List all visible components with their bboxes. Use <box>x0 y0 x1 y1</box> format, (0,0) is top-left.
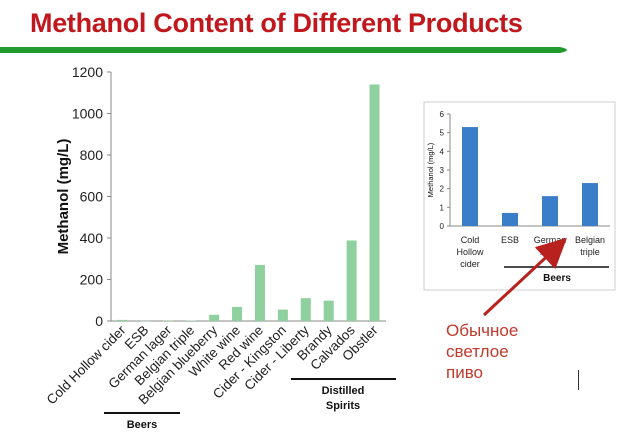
x-tick-label: ESB <box>122 323 152 353</box>
bar-cold-hollow-cider <box>117 319 128 321</box>
inset-bar-cold-hollow-cider <box>462 127 478 226</box>
inset-x-tick-label: ESB <box>501 235 519 245</box>
x-tick-label: Calvados <box>307 322 358 373</box>
group-label-spirits-1: Distilled <box>322 385 365 397</box>
x-tick-label: White wine <box>186 323 243 380</box>
inset-x-tick-label: Belgian <box>575 235 605 245</box>
arrow-line <box>482 237 567 317</box>
annotation-line-3: пиво <box>446 363 483 382</box>
bar-calvados <box>346 240 357 321</box>
inset-y-tick-label: 6 <box>440 110 445 119</box>
y-axis-title: Methanol (mg/L) <box>55 139 72 255</box>
x-tick-label: Obstler <box>339 322 381 364</box>
y-tick-label: 0 <box>95 313 103 329</box>
annotation-line-1: Обычное <box>446 321 519 340</box>
y-tick-label: 800 <box>80 147 104 163</box>
x-tick-label: Red wine <box>216 323 266 373</box>
inset-y-tick-label: 5 <box>440 129 445 138</box>
inset-bar-belgian-triple <box>582 183 598 226</box>
title-underline <box>0 47 567 53</box>
x-tick-label: Cider - Liberty <box>241 322 312 393</box>
x-tick-label: Belgian blueberry <box>135 322 220 407</box>
inset-frame <box>423 101 616 291</box>
inset-y-tick-label: 2 <box>440 185 445 194</box>
inset-y-tick-label: 4 <box>440 147 445 156</box>
bar-esb <box>140 320 151 322</box>
inset-y-tick-label: 0 <box>440 222 445 231</box>
inset-bar-german-lager <box>542 196 558 226</box>
inset-x-tick-label: German <box>534 235 567 245</box>
x-tick-label: Cider - Kingston <box>210 323 289 402</box>
slide-title: Methanol Content of Different Products <box>30 8 523 38</box>
bar-cider-kingston <box>277 309 288 321</box>
inset-y-tick-label: 3 <box>440 166 445 175</box>
annotation-text: Обычное светлое пиво <box>446 320 518 383</box>
x-tick-label: Brandy <box>294 322 335 363</box>
bar-white-wine <box>232 306 243 321</box>
inset-bar-esb <box>502 212 518 226</box>
inset-y-axis-title: Methanol (mg/L) <box>426 142 435 197</box>
text-cursor <box>578 370 579 390</box>
inset-x-tick-label: triple <box>580 247 600 257</box>
bar-obstler <box>369 84 380 321</box>
group-label-beers: Beers <box>127 419 158 431</box>
y-tick-label: 1200 <box>72 64 103 80</box>
inset-x-tick-label: Hollow <box>456 247 484 257</box>
group-label-spirits-2: Spirits <box>326 400 360 412</box>
bar-red-wine <box>254 264 265 321</box>
bar-belgian-triple <box>186 320 197 322</box>
y-tick-label: 400 <box>80 230 104 246</box>
y-tick-label: 200 <box>80 272 104 288</box>
annotation-line-2: светлое <box>446 342 509 361</box>
x-tick-label: Belgian triple <box>132 323 198 389</box>
x-tick-label: German lager <box>105 322 174 391</box>
inset-x-tick-label: cider <box>460 259 480 269</box>
y-tick-label: 1000 <box>72 106 103 122</box>
inset-x-tick-label: Cold <box>461 235 480 245</box>
bar-brandy <box>323 300 334 321</box>
inset-y-tick-label: 1 <box>440 203 445 212</box>
inset-x-tick-label: lager <box>540 247 560 257</box>
y-tick-label: 600 <box>80 189 104 205</box>
bar-german-lager <box>163 320 174 322</box>
bar-belgian-blueberry <box>209 314 220 321</box>
bar-cider-liberty <box>300 298 311 321</box>
x-tick-label: Cold Hollow cider <box>44 322 129 407</box>
inset-group-label-beers: Beers <box>543 273 571 284</box>
